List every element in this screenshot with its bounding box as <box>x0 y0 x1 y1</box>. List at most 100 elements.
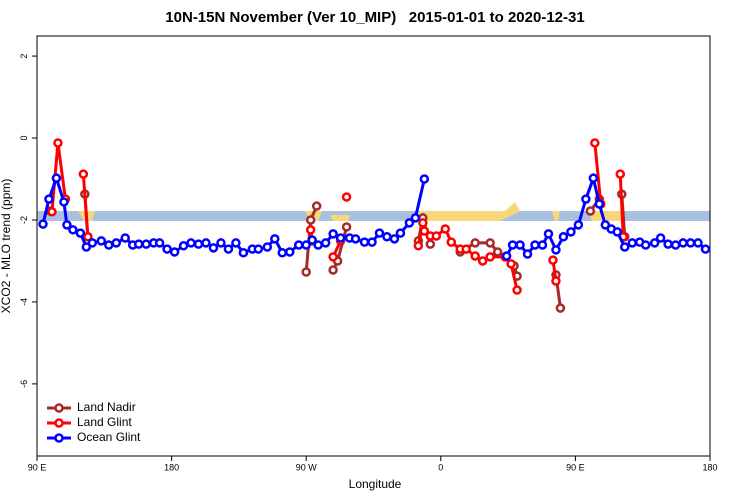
point <box>238 248 249 258</box>
x-tick-label: 90 W <box>296 462 318 472</box>
x-tick-label: 90 E <box>28 462 47 472</box>
point <box>38 219 48 229</box>
point <box>208 243 219 253</box>
point <box>359 237 370 247</box>
y-tick-label: -6 <box>19 380 29 388</box>
point <box>640 240 651 250</box>
point <box>530 240 540 250</box>
point <box>419 174 430 184</box>
point <box>284 247 295 257</box>
point <box>328 229 338 239</box>
point <box>507 240 518 250</box>
x-tick-label: 180 <box>164 462 179 472</box>
series <box>45 189 630 313</box>
point <box>389 234 400 244</box>
point <box>223 244 234 254</box>
point <box>543 229 554 239</box>
point <box>305 215 316 225</box>
point <box>485 252 495 262</box>
point <box>566 227 576 237</box>
point <box>301 240 311 250</box>
point <box>512 285 522 295</box>
point <box>96 236 107 246</box>
land-patch <box>552 211 560 221</box>
point <box>53 138 63 148</box>
legend-label: Ocean Glint <box>77 430 141 444</box>
point <box>615 169 626 179</box>
point <box>551 245 561 255</box>
point <box>470 238 480 248</box>
point <box>590 138 600 148</box>
point <box>585 206 596 216</box>
point <box>678 238 688 248</box>
point <box>477 256 488 266</box>
point <box>301 267 311 277</box>
point <box>446 237 457 247</box>
legend-label: Land Nadir <box>77 400 136 414</box>
point <box>581 194 591 204</box>
legend-label: Land Glint <box>77 415 132 429</box>
point <box>162 244 172 254</box>
point <box>461 244 471 254</box>
point <box>470 251 480 261</box>
point <box>620 242 630 252</box>
point <box>551 276 561 286</box>
point <box>341 222 352 232</box>
point <box>413 241 424 251</box>
point <box>350 234 361 244</box>
land-patch <box>588 211 625 221</box>
point <box>410 213 421 223</box>
point <box>253 244 264 254</box>
point <box>111 238 122 248</box>
x-tick-label: 180 <box>702 462 717 472</box>
point <box>75 228 86 238</box>
point <box>501 251 512 261</box>
point <box>612 227 623 237</box>
x-axis-label: Longitude <box>349 477 402 491</box>
y-tick-label: 0 <box>19 136 29 141</box>
point <box>655 233 666 243</box>
point <box>341 192 352 202</box>
point <box>133 239 144 249</box>
point <box>44 194 54 204</box>
y-axis-label: XCO2 - MLO trend (ppm) <box>0 179 13 314</box>
point <box>627 238 637 248</box>
point <box>419 226 430 236</box>
point <box>154 238 165 248</box>
point <box>670 240 681 250</box>
point <box>320 238 331 248</box>
point <box>305 225 316 235</box>
legend-swatch-point <box>54 403 64 413</box>
point <box>68 225 78 235</box>
point <box>178 241 189 251</box>
point <box>83 232 93 242</box>
point <box>685 238 696 248</box>
point <box>573 220 584 230</box>
point <box>328 265 338 275</box>
y-tick-label: -4 <box>19 298 29 306</box>
point <box>313 240 323 250</box>
point <box>216 238 226 248</box>
land-mask-band <box>37 202 710 221</box>
point <box>81 242 92 252</box>
point <box>693 238 703 248</box>
point <box>548 255 558 265</box>
point <box>120 233 130 243</box>
point <box>404 218 415 228</box>
point <box>59 197 69 207</box>
point <box>558 232 569 242</box>
point <box>335 233 346 243</box>
point <box>485 238 495 248</box>
point <box>262 242 273 252</box>
point <box>169 247 180 257</box>
x-tick-label: 90 E <box>566 462 585 472</box>
point <box>293 240 304 250</box>
point <box>141 239 151 249</box>
point <box>506 259 516 269</box>
land-patch <box>415 202 520 221</box>
point <box>231 238 241 248</box>
point <box>51 173 62 183</box>
point <box>78 169 89 179</box>
